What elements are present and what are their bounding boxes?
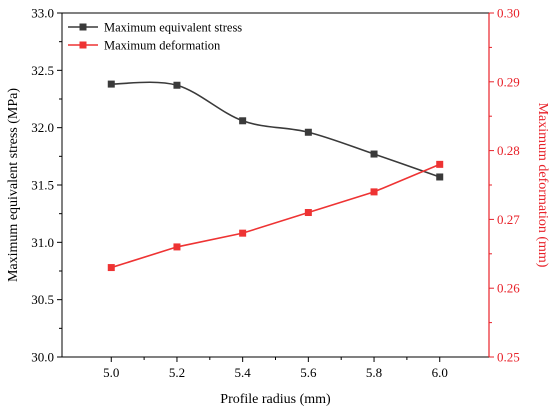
legend-swatch-marker	[79, 41, 87, 49]
left-y-tick-label: 31.0	[31, 235, 54, 250]
maximum-deformation-point	[436, 160, 444, 168]
right-y-tick-label: 0.28	[497, 143, 520, 158]
maximum-equivalent-stress-point	[239, 117, 247, 125]
maximum-equivalent-stress-point	[304, 128, 312, 136]
maximum-deformation-line	[111, 163, 441, 269]
right-y-tick-label: 0.26	[497, 281, 520, 296]
maximum-deformation-point	[173, 243, 181, 251]
left-y-tick-label: 30.5	[31, 292, 54, 307]
x-tick-label: 5.2	[169, 365, 185, 380]
left-y-tick-label: 32.5	[31, 63, 54, 78]
maximum-deformation-point	[370, 188, 378, 196]
legend-label: Maximum deformation	[104, 39, 221, 53]
right-y-tick-label: 0.30	[497, 6, 520, 21]
maximum-deformation-point	[107, 264, 115, 272]
x-axis-title: Profile radius (mm)	[220, 392, 331, 407]
left-y-tick-label: 30.0	[31, 350, 54, 365]
right-y-tick-label: 0.29	[497, 74, 520, 89]
legend-label: Maximum equivalent stress	[104, 21, 242, 35]
maximum-equivalent-stress-point	[107, 80, 115, 88]
maximum-equivalent-stress-point	[436, 173, 444, 181]
x-tick-label: 5.6	[300, 365, 317, 380]
maximum-equivalent-stress-point	[370, 150, 378, 158]
maximum-deformation-point	[304, 209, 312, 217]
right-y-tick-label: 0.27	[497, 212, 520, 227]
maximum-equivalent-stress-point	[173, 81, 181, 89]
maximum-equivalent-stress-line	[111, 81, 440, 178]
x-tick-label: 5.0	[103, 365, 119, 380]
x-tick-label: 5.4	[235, 365, 252, 380]
legend-swatch-marker	[79, 23, 87, 31]
left-y-tick-label: 31.5	[31, 178, 54, 193]
right-y-axis-title: Maximum deformation (mm)	[535, 103, 550, 268]
right-y-tick-label: 0.25	[497, 350, 520, 365]
x-tick-label: 6.0	[432, 365, 448, 380]
x-tick-label: 5.8	[366, 365, 382, 380]
left-y-tick-label: 33.0	[31, 6, 54, 21]
left-y-axis-title: Maximum equivalent stress (MPa)	[6, 88, 21, 282]
maximum-deformation-point	[239, 229, 247, 237]
left-y-tick-label: 32.0	[31, 120, 54, 135]
